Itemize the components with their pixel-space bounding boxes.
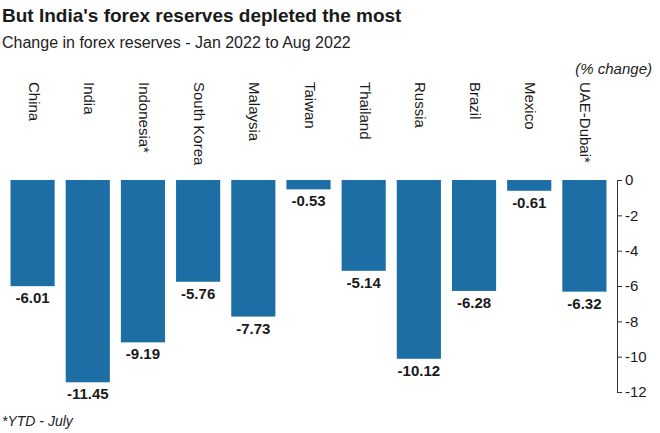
data-label: -10.12 xyxy=(398,362,441,379)
tick: -2 xyxy=(617,207,638,224)
tick-mark xyxy=(617,286,622,287)
bar xyxy=(507,180,551,191)
chart: But India's forex reserves depleted the … xyxy=(0,0,660,433)
title: But India's forex reserves depleted the … xyxy=(2,5,402,26)
axis-line xyxy=(618,181,623,393)
bar xyxy=(286,180,330,189)
category-label: Malaysia xyxy=(246,82,263,142)
tick: -4 xyxy=(617,242,638,259)
tick-mark xyxy=(617,321,622,322)
category-labels: China India Indonesia* South Korea Malaysia T… xyxy=(26,82,595,166)
bar xyxy=(452,180,496,291)
data-label: -0.53 xyxy=(291,192,325,209)
data-label: -6.28 xyxy=(457,294,491,311)
category-label: South Korea xyxy=(191,82,208,166)
bar xyxy=(66,180,110,382)
tick-mark xyxy=(617,357,622,358)
category-label: UAE-Dubai* xyxy=(577,82,594,163)
data-label: -7.73 xyxy=(236,320,270,337)
tick-label: -8 xyxy=(625,313,638,330)
data-label: -6.01 xyxy=(15,289,49,306)
tick-mark xyxy=(617,180,622,181)
category-label: India xyxy=(81,82,98,115)
tick-label: -2 xyxy=(625,207,638,224)
subtitle: Change in forex reserves - Jan 2022 to A… xyxy=(2,34,351,51)
data-label: -6.32 xyxy=(567,295,601,312)
data-label: -11.45 xyxy=(67,385,109,402)
y-axis: 0 -2 -4 -6 -8 -10 -12 xyxy=(617,171,647,400)
data-label: -5.14 xyxy=(347,274,382,291)
data-label: -5.76 xyxy=(181,285,215,302)
bar xyxy=(121,180,165,342)
tick: -8 xyxy=(617,313,638,330)
tick: -12 xyxy=(617,383,647,400)
tick-mark xyxy=(617,392,622,393)
category-label: Russia xyxy=(412,82,429,129)
tick-mark xyxy=(617,251,622,252)
bars xyxy=(11,180,607,382)
footnote: *YTD - July xyxy=(2,413,74,429)
bar xyxy=(11,180,55,286)
category-label: Brazil xyxy=(467,82,484,120)
tick-mark xyxy=(617,215,622,216)
tick: 0 xyxy=(617,171,633,188)
category-label: Indonesia* xyxy=(136,82,153,153)
bar xyxy=(342,180,386,271)
tick-label: -4 xyxy=(625,242,638,259)
tick: -6 xyxy=(617,277,638,294)
data-label: -9.19 xyxy=(126,345,160,362)
category-label: Thailand xyxy=(357,82,374,140)
tick-label: 0 xyxy=(625,171,633,188)
category-label: Taiwan xyxy=(302,82,319,129)
bar xyxy=(176,180,220,282)
axis-label: (% change) xyxy=(575,60,652,77)
tick: -10 xyxy=(617,348,647,365)
tick-label: -6 xyxy=(625,277,638,294)
category-label: Mexico xyxy=(522,82,539,130)
category-label: China xyxy=(26,82,43,122)
bar xyxy=(231,180,275,317)
data-labels: -6.01 -11.45 -9.19 -5.76 -7.73 -0.53 -5.14 -10.… xyxy=(15,192,601,402)
tick-label: -12 xyxy=(625,383,647,400)
bar xyxy=(397,180,441,359)
bar xyxy=(562,180,606,292)
data-label: -0.61 xyxy=(512,194,546,211)
annotations: *YTD - July xyxy=(2,413,74,429)
tick-label: -10 xyxy=(625,348,647,365)
